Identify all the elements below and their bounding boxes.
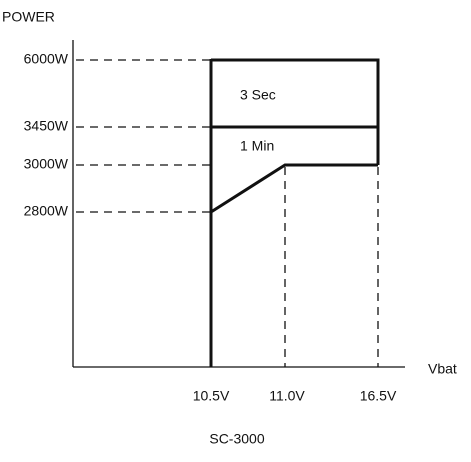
limit-line: [210, 163, 378, 214]
region-label: 1 Min: [240, 138, 274, 154]
x-label: 10.5V: [193, 388, 230, 404]
y-label: 3450W: [24, 118, 69, 134]
x-label: 11.0V: [269, 388, 305, 404]
x-label: 16.5V: [360, 388, 397, 404]
caption: SC-3000: [209, 431, 264, 447]
limit-line: [211, 58, 380, 165]
y-label: 3000W: [24, 156, 69, 172]
y-label: 2800W: [24, 203, 69, 219]
x-axis-label: Vbat: [428, 361, 457, 377]
y-axis-label: POWER: [2, 9, 55, 25]
y-label: 6000W: [24, 51, 69, 67]
region-label: 3 Sec: [240, 87, 276, 103]
